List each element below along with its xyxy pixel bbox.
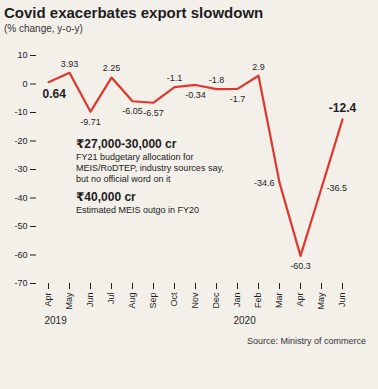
svg-text:Feb: Feb: [253, 293, 263, 309]
svg-text:0.64: 0.64: [43, 87, 67, 101]
svg-text:Jan: Jan: [232, 293, 242, 308]
svg-text:-30: -30: [14, 164, 27, 174]
svg-text:-6.57: -6.57: [143, 108, 164, 118]
svg-text:-70: -70: [14, 278, 27, 288]
svg-text:-20: -20: [14, 136, 27, 146]
svg-text:May: May: [64, 292, 74, 310]
svg-text:Jun: Jun: [85, 293, 95, 308]
svg-text:Nov: Nov: [190, 292, 200, 309]
svg-text:-34.6: -34.6: [254, 177, 275, 187]
html-text:(% change, y-o-y): (% change, y-o-y): [4, 23, 83, 34]
svg-text:-6.05: -6.05: [122, 106, 143, 116]
svg-text:May: May: [316, 292, 326, 310]
svg-text:-40: -40: [14, 193, 27, 203]
svg-text:-1.1: -1.1: [167, 73, 183, 83]
svg-text:-9.71: -9.71: [80, 117, 101, 127]
svg-text:-36.5: -36.5: [327, 183, 348, 193]
svg-text:2019: 2019: [45, 315, 68, 326]
svg-text:Sep: Sep: [148, 293, 158, 309]
svg-text:Oct: Oct: [169, 292, 179, 307]
svg-text:Dec: Dec: [211, 292, 221, 309]
html-text:₹27,000-30,000 cr: ₹27,000-30,000 cr: [76, 137, 177, 151]
svg-text:Mar: Mar: [274, 292, 284, 308]
svg-text:-1.7: -1.7: [230, 94, 246, 104]
html-text:Estimated MEIS outgo in FY20: Estimated MEIS outgo in FY20: [76, 205, 200, 215]
svg-text:2020: 2020: [234, 315, 257, 326]
svg-text:-0.34: -0.34: [185, 90, 206, 100]
html-text:₹40,000 cr: ₹40,000 cr: [76, 190, 136, 204]
html-text:Covid exacerbates export slowd: Covid exacerbates export slowdown: [4, 4, 264, 21]
svg-text:-10: -10: [14, 107, 27, 117]
svg-text:Apr: Apr: [295, 293, 305, 307]
svg-text:-50: -50: [14, 221, 27, 231]
svg-text:3.93: 3.93: [61, 59, 79, 69]
svg-text:0: 0: [22, 79, 27, 89]
svg-text:10: 10: [17, 50, 27, 60]
svg-text:-60: -60: [14, 250, 27, 260]
svg-text:Jun: Jun: [337, 293, 347, 308]
html-text:Source: Ministry of commerce: Source: Ministry of commerce: [247, 336, 366, 346]
svg-text:Aug: Aug: [127, 293, 137, 309]
html-text:FY21 budgetary allocation for: FY21 budgetary allocation for MEIS/RoDTE…: [76, 152, 224, 184]
svg-text:2.9: 2.9: [252, 62, 265, 72]
svg-text:-1.8: -1.8: [209, 75, 225, 85]
svg-text:2.25: 2.25: [103, 63, 121, 73]
svg-text:Apr: Apr: [43, 293, 53, 307]
svg-text:-12.4: -12.4: [329, 101, 357, 115]
svg-text:Jul: Jul: [106, 293, 116, 305]
svg-text:-60.3: -60.3: [290, 261, 311, 271]
